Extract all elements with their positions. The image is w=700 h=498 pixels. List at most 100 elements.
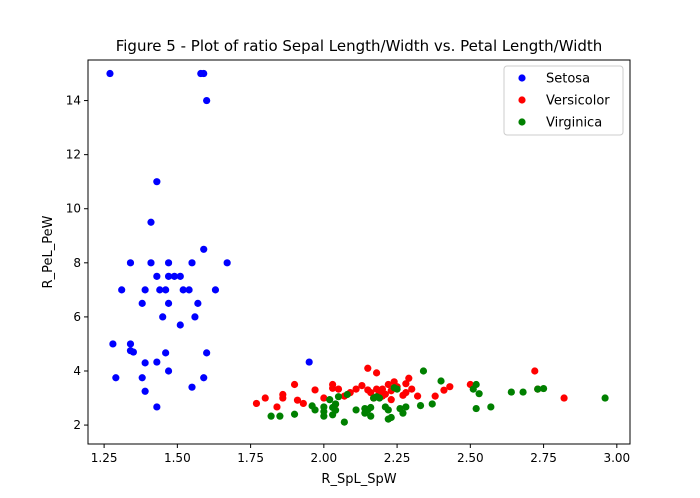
point-versicolor [402,380,410,388]
point-versicolor [408,385,416,393]
point-virginica [320,403,328,411]
point-versicolor [320,394,328,402]
point-setosa [164,272,173,280]
point-versicolor [334,385,343,393]
point-setosa [106,69,114,78]
point-virginica [402,403,410,411]
y-tick-label: 12 [66,148,81,162]
point-virginica [534,385,542,393]
y-tick-label: 8 [73,256,81,270]
point-setosa [153,403,161,411]
point-versicolor [364,364,372,372]
point-setosa [153,358,161,366]
point-virginica [507,388,515,396]
point-virginica [437,377,445,385]
legend-marker-versicolor [518,96,526,104]
point-setosa [203,349,211,357]
legend-marker-setosa [518,74,526,82]
point-setosa [194,299,202,307]
data-points [106,69,609,426]
point-virginica [267,412,275,420]
point-versicolor [413,392,422,400]
point-virginica [472,404,480,413]
x-tick-label: 3.00 [603,451,630,465]
legend: Setosa Versicolor Virginica [503,65,624,136]
y-tick-label: 2 [73,418,81,432]
y-axis: 2 4 6 8 10 12 14 [66,94,88,432]
point-setosa [141,286,149,294]
point-versicolor [384,380,392,389]
point-setosa [112,374,120,382]
y-tick-label: 14 [66,94,81,108]
point-setosa [176,321,184,329]
x-tick-label: 2.75 [530,451,557,465]
point-setosa [141,387,149,395]
point-virginica [472,380,480,389]
point-virginica [416,402,425,410]
point-virginica [331,406,340,414]
point-versicolor [273,403,281,411]
point-versicolor [329,384,337,392]
point-setosa [156,286,164,294]
point-virginica [539,384,548,393]
point-virginica [428,400,436,408]
point-virginica [367,412,375,420]
point-setosa [126,340,135,348]
y-tick-label: 6 [73,310,81,324]
point-virginica [387,413,395,422]
point-versicolor [352,385,360,393]
point-versicolor [440,386,448,394]
point-versicolor [372,369,381,377]
point-setosa [129,348,138,356]
legend-box [503,65,624,136]
point-versicolor [358,381,366,390]
x-axis: 1.25 1.50 1.75 2.00 2.25 2.50 2.75 3.00 [91,444,630,465]
legend-label-setosa: Setosa [546,72,590,87]
point-setosa [159,313,167,321]
point-versicolor [311,386,319,394]
point-virginica [399,409,407,417]
point-setosa [188,259,196,267]
x-tick-label: 1.75 [237,451,264,465]
x-tick-label: 1.50 [164,451,191,465]
point-versicolor [560,394,568,402]
x-tick-label: 1.25 [91,451,118,465]
legend-label-virginica: Virginica [546,116,602,131]
point-setosa [118,286,126,294]
point-setosa [109,340,117,348]
point-versicolor [299,399,307,408]
point-setosa [200,69,208,78]
point-versicolor [252,399,261,408]
point-setosa [147,218,155,226]
chart-title: Figure 5 - Plot of ratio Sepal Length/Wi… [116,37,603,55]
point-setosa [138,299,146,307]
point-versicolor [402,389,410,397]
point-setosa [176,272,184,280]
point-versicolor [531,367,539,375]
point-virginica [352,406,360,414]
x-tick-label: 2.50 [457,451,484,465]
legend-label-versicolor: Versicolor [546,94,610,109]
point-setosa [153,178,161,186]
point-setosa [200,374,208,382]
point-versicolor [381,390,389,398]
point-virginica [393,385,401,393]
point-virginica [475,390,483,398]
x-axis-label: R_SpL_SpW [321,472,396,487]
point-setosa [191,313,199,321]
point-virginica [343,390,351,399]
point-setosa [200,245,208,253]
y-tick-label: 10 [66,202,81,216]
point-setosa [188,383,196,391]
point-virginica [290,410,299,418]
point-virginica [276,412,284,420]
point-virginica [340,418,348,426]
point-versicolor [279,394,287,402]
point-setosa [162,349,170,357]
point-setosa [211,286,220,294]
point-setosa [185,286,193,294]
point-versicolor [290,380,299,389]
y-axis-label: R_PeL_PeW [41,215,56,288]
